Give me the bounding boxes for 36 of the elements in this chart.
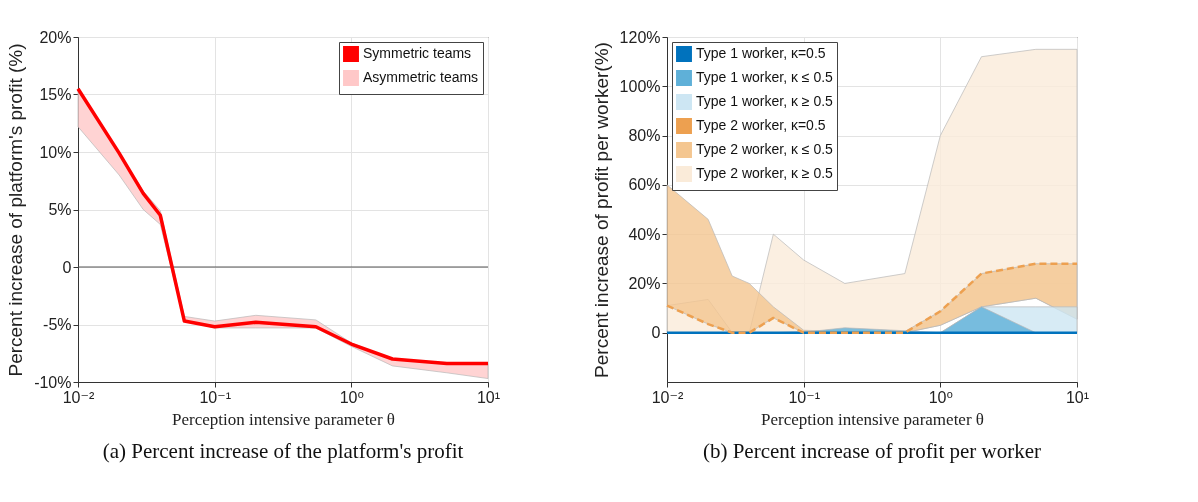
y-axis-title: Percent increase of profit per worker(%) — [590, 42, 612, 378]
x-tick-label: 10⁻² — [62, 388, 95, 406]
x-tick-label: 10⁰ — [928, 388, 953, 406]
y-tick-label: 20% — [39, 28, 72, 46]
text: (a) Percent increase of the platform's profit — [102, 439, 464, 463]
y-tick-label: 100% — [619, 77, 661, 95]
y-tick-label: 10% — [39, 143, 72, 161]
legend-label: Type 2 worker, κ ≤ 0.5 — [696, 141, 834, 157]
y-tick-label: 5% — [48, 201, 72, 218]
y-tick-label: 20% — [628, 274, 661, 292]
y-tick-label: 120% — [619, 28, 661, 46]
legend-label: Type 2 worker, κ=0.5 — [696, 117, 826, 133]
y-axis-title: Percent increase of platform's profit (%) — [5, 43, 27, 377]
y-tick-label: -10% — [34, 373, 72, 391]
text: (b) Percent increase of profit per worker — [702, 439, 1042, 463]
legend-label: Type 1 worker, κ=0.5 — [696, 45, 826, 61]
x-tick-label: 10⁻² — [651, 388, 684, 406]
y-tick-label: 0 — [62, 258, 72, 276]
y-tick-label: 40% — [628, 225, 661, 243]
x-tick-label: 10⁰ — [339, 388, 364, 406]
x-tick-label: 10⁻¹ — [199, 388, 231, 406]
y-tick-label: 0 — [651, 324, 661, 342]
y-tick-label: 15% — [39, 86, 72, 103]
legend-label: Type 2 worker, κ ≥ 0.5 — [696, 165, 834, 181]
legend-label: Type 1 worker, κ ≤ 0.5 — [696, 69, 834, 85]
x-tick-label: 10¹ — [476, 388, 501, 406]
legend-label: Type 1 worker, κ ≥ 0.5 — [696, 93, 834, 109]
legend-label: Asymmetric teams — [363, 69, 479, 85]
x-tick-label: 10⁻¹ — [788, 388, 820, 406]
x-axis-title: Perception intensive parameter θ — [761, 409, 984, 429]
y-tick-label: 60% — [628, 176, 661, 194]
legend-label: Symmetric teams — [363, 45, 472, 61]
y-tick-label: -5% — [43, 316, 72, 333]
x-tick-label: 10¹ — [1065, 388, 1090, 406]
y-tick-label: 80% — [628, 127, 661, 145]
x-axis-title: Perception intensive parameter θ — [172, 409, 395, 429]
